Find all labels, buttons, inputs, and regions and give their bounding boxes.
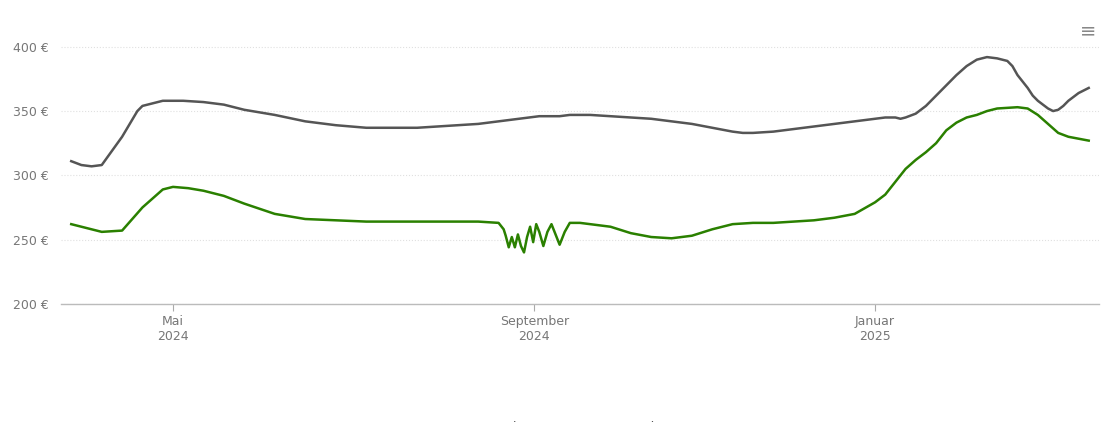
Text: ≡: ≡	[1080, 21, 1097, 40]
Legend: lose Ware, Sackware: lose Ware, Sackware	[466, 416, 694, 422]
